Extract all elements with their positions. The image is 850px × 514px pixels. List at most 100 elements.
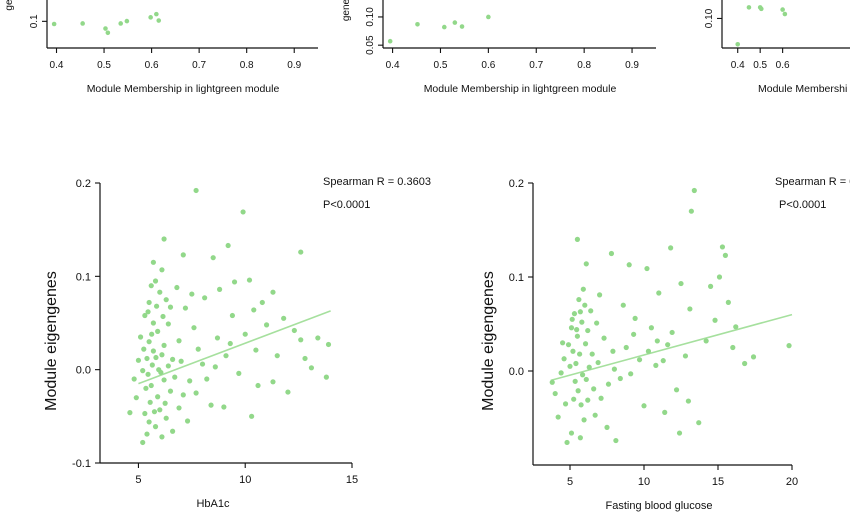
panel-glucose-data-point xyxy=(604,424,610,430)
panel-glucose-data-point xyxy=(623,344,629,351)
panel-hba1c-data-point xyxy=(212,364,218,370)
panel-top-left-data-point xyxy=(118,21,123,26)
panel-hba1c-data-point xyxy=(189,291,195,297)
panel-top-middle-y-label: gene xyxy=(341,0,352,21)
panel-top-left-data-point xyxy=(105,30,111,36)
panel-top-left-data-point xyxy=(103,26,108,31)
panel-glucose-y-tick-label: 0.2 xyxy=(509,178,524,190)
panel-hba1c-data-point xyxy=(170,356,176,362)
panel-glucose-data-point xyxy=(601,335,607,341)
panel-hba1c-data-point xyxy=(281,315,287,321)
panel-hba1c-data-point xyxy=(242,331,248,337)
panel-glucose-data-point xyxy=(750,354,757,360)
panel-top-right-data-point xyxy=(746,5,752,10)
panel-hba1c-data-point xyxy=(163,297,169,303)
panel-glucose-data-point xyxy=(605,381,612,387)
panel-hba1c-data-point xyxy=(240,209,246,215)
panel-glucose-x-tick-label: 15 xyxy=(712,476,724,488)
panel-hba1c-data-point xyxy=(184,418,191,424)
panel-glucose-data-point xyxy=(574,327,580,333)
panel-top-left-data-point xyxy=(80,21,85,26)
panel-glucose-data-point xyxy=(578,402,584,408)
panel-hba1c-data-point xyxy=(145,371,151,377)
panel-glucose-data-point xyxy=(549,379,555,385)
panel-glucose-data-point xyxy=(577,351,583,357)
panel-glucose-data-point xyxy=(576,296,582,303)
panel-hba1c-fit-line xyxy=(138,310,331,385)
panel-hba1c-data-point xyxy=(253,347,259,353)
panel-hba1c-data-point xyxy=(143,385,149,391)
panel-hba1c-data-point xyxy=(315,335,321,341)
panel-hba1c-data-point xyxy=(167,304,174,310)
panel-hba1c-y-tick-label: -0.1 xyxy=(72,458,91,470)
panel-top-middle-x-tick-label: 0.8 xyxy=(577,60,591,71)
panel-top-middle-x-tick-label: 0.4 xyxy=(386,60,400,71)
panel-hba1c-data-point xyxy=(270,379,276,385)
panel-top-left-x-tick-label: 0.4 xyxy=(50,60,64,71)
panel-glucose-data-point xyxy=(571,311,578,317)
panel-glucose-data-point xyxy=(560,340,566,346)
panel-glucose-data-point xyxy=(687,306,693,312)
panel-glucose-x-label: Fasting blood glucose xyxy=(605,500,712,512)
panel-hba1c-data-point xyxy=(157,289,163,295)
panel-hba1c-data-point xyxy=(152,424,159,430)
panel-hba1c-data-point xyxy=(193,390,199,396)
panel-glucose-data-point xyxy=(716,274,723,280)
panel-glucose-data-point xyxy=(585,327,591,334)
panel-hba1c-data-point xyxy=(146,299,152,306)
panel-hba1c-data-point xyxy=(161,342,167,348)
panel-hba1c-data-point xyxy=(161,236,167,242)
panel-glucose-data-point xyxy=(678,280,684,287)
panel-hba1c-data-point xyxy=(149,362,155,368)
panel-glucose-data-point xyxy=(608,250,615,257)
panel-glucose-annotation-r: Spearman R = 0 xyxy=(775,176,850,188)
panel-glucose-data-point xyxy=(595,359,601,366)
panel-top-right-data-point xyxy=(758,6,764,12)
panel-hba1c-data-point xyxy=(145,309,151,315)
panel-hba1c-data-point xyxy=(146,419,152,425)
panel-hba1c-data-point xyxy=(174,284,180,291)
panel-hba1c-data-point xyxy=(246,277,253,283)
panel-glucose-data-point xyxy=(703,338,709,344)
panel-top-middle-x-label: Module Membership in lightgreen module xyxy=(424,83,617,95)
panel-glucose-data-point xyxy=(586,364,592,370)
panel-glucose-x-tick-label: 10 xyxy=(638,476,650,488)
panel-top-middle-data-point xyxy=(442,24,447,30)
panel-hba1c-data-point xyxy=(229,312,236,319)
panel-hba1c-x-tick-label: 5 xyxy=(135,474,141,486)
panel-glucose-data-point xyxy=(613,437,619,444)
panel-hba1c-annotation-r: Spearman R = 0.3603 xyxy=(323,176,431,188)
panel-top-left-x-tick-label: 0.8 xyxy=(240,60,254,71)
panel-hba1c-data-point xyxy=(208,402,214,408)
panel-top-right-y-tick-label: 0.10 xyxy=(704,8,715,28)
panel-glucose-data-point xyxy=(708,283,714,289)
panel-hba1c-data-point xyxy=(160,313,166,320)
panel-hba1c-data-point xyxy=(259,299,265,306)
panel-glucose-data-point xyxy=(594,320,600,326)
panel-glucose-data-point xyxy=(654,338,660,344)
panel-glucose-data-point xyxy=(591,386,597,392)
panel-glucose-data-point xyxy=(668,245,674,251)
panel-glucose-data-point xyxy=(577,435,583,441)
panel-hba1c-data-point xyxy=(148,283,154,289)
panel-top-middle-y-tick-label: 0.10 xyxy=(365,7,376,27)
panel-glucose-data-point xyxy=(580,286,586,292)
panel-glucose-data-point xyxy=(645,348,652,354)
panel-top-middle-y-tick-label: 0.05 xyxy=(365,35,376,55)
panel-top-middle-x-tick-label: 0.9 xyxy=(625,60,639,71)
panel-hba1c-y-tick-label: 0.0 xyxy=(76,365,91,377)
panel-glucose-data-point xyxy=(685,398,692,404)
panel-hba1c-data-point xyxy=(137,334,144,340)
panel-glucose-data-point xyxy=(589,351,595,357)
panel-glucose-data-point xyxy=(719,244,726,250)
panel-top-left-data-point xyxy=(156,18,162,23)
panel-glucose-x-tick-label: 20 xyxy=(786,476,798,488)
panel-top-left-data-point xyxy=(51,21,57,27)
panel-top-right-x-tick-label: 0.4 xyxy=(731,60,745,71)
panel-glucose-data-point xyxy=(742,360,748,367)
panel-glucose-y-tick-label: 0.0 xyxy=(509,366,524,378)
panel-hba1c-data-point xyxy=(162,400,168,406)
panel-glucose-data-point xyxy=(568,325,575,331)
panel-glucose-data-point xyxy=(574,333,581,339)
panel-hba1c-data-point xyxy=(302,355,308,362)
